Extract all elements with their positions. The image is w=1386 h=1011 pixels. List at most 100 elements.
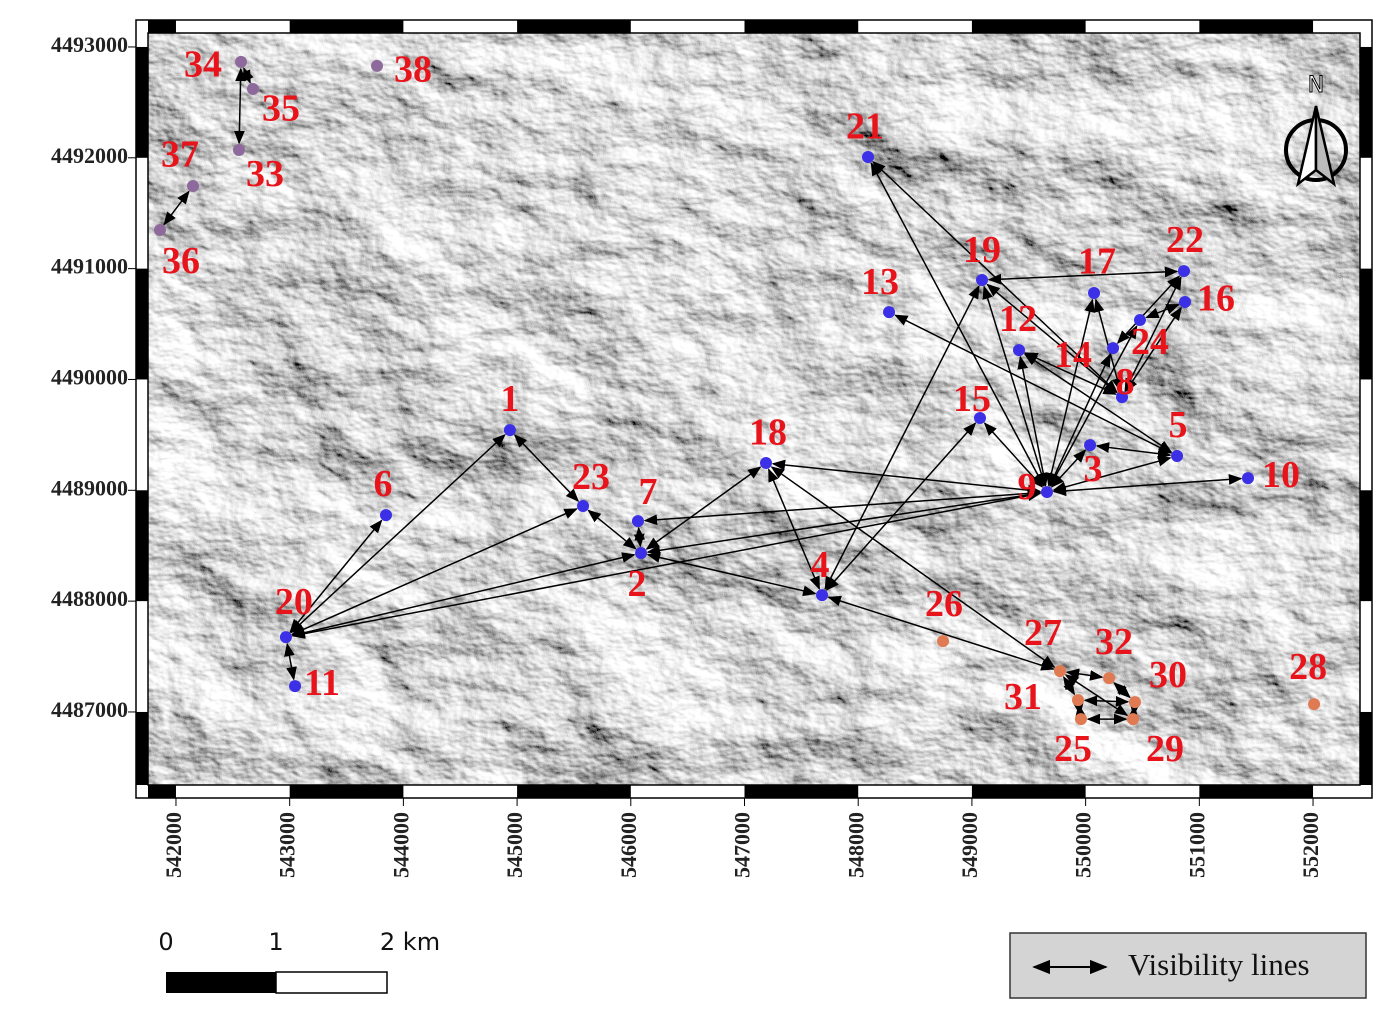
point-label: 11: [304, 662, 340, 704]
point-label: 20: [275, 581, 313, 623]
point-label: 22: [1166, 219, 1204, 261]
point-label: 23: [572, 456, 610, 498]
visibility-line: [633, 526, 646, 548]
visibility-line: [1125, 306, 1182, 393]
visibility-line: [1052, 474, 1243, 497]
point: [1084, 439, 1097, 452]
axis-labels: 542000 543000 544000 545000 546000 547000 5480…: [51, 32, 1323, 878]
point-label: 27: [1024, 612, 1062, 654]
frame-segment: [136, 46, 148, 158]
frame-segment: [517, 20, 631, 33]
point-label: 29: [1146, 728, 1184, 770]
point: [246, 82, 259, 95]
frame-segment: [1360, 490, 1372, 602]
point-label: 19: [963, 229, 1001, 271]
visibility-line: [987, 266, 1179, 285]
point: [1107, 342, 1120, 355]
scale-label: 2 km: [380, 928, 440, 956]
point: [883, 306, 896, 319]
point-label: 17: [1078, 241, 1116, 283]
map-border: [147, 32, 1361, 786]
north-arrow: N: [1284, 73, 1348, 188]
point: [631, 515, 644, 528]
x-tick-label: 546000: [616, 812, 641, 878]
north-right: [1314, 105, 1337, 188]
point-label: 18: [749, 412, 787, 454]
frame-segment: [136, 490, 148, 602]
point: [379, 509, 392, 522]
frame-segment: [517, 785, 631, 798]
point-label: 25: [1054, 728, 1092, 770]
point-label: 4: [811, 544, 830, 586]
frame-segment: [744, 785, 859, 798]
x-tick-label: 542000: [161, 812, 186, 878]
point: [816, 589, 829, 602]
frame-segment: [971, 20, 1086, 33]
point: [187, 179, 200, 192]
x-tick-label: 551000: [1184, 812, 1209, 878]
north-label: N: [1308, 73, 1324, 98]
scale-bar-black: [166, 972, 276, 993]
point-label: 5: [1169, 404, 1188, 446]
point: [861, 151, 874, 164]
point: [1241, 472, 1254, 485]
scale-bar-white: [275, 971, 388, 994]
scale-label: 0: [158, 928, 173, 956]
point: [973, 412, 986, 425]
point: [635, 547, 648, 560]
point-label: 37: [161, 134, 199, 176]
frame-segment: [1360, 268, 1372, 380]
point: [289, 680, 302, 693]
visibility-line: [827, 595, 1055, 671]
point: [1177, 265, 1190, 278]
visibility-line: [983, 422, 1044, 488]
point: [1103, 672, 1116, 685]
frame-segment: [1199, 20, 1314, 33]
visibility-line: [163, 190, 190, 226]
point: [1127, 713, 1140, 726]
point-label: 2: [628, 563, 647, 605]
frame-bars: [136, 20, 1372, 798]
point-label: 33: [246, 153, 284, 195]
point-label: 9: [1017, 466, 1036, 508]
point: [1012, 344, 1025, 357]
y-tick-label: 4492000: [51, 143, 128, 168]
point-label: 3: [1084, 448, 1103, 490]
visibility-line: [1064, 674, 1129, 717]
visibility-line: [587, 509, 637, 550]
frame-segment: [1199, 785, 1314, 798]
visibility-line: [1063, 675, 1076, 696]
visibility-line: [1083, 695, 1130, 707]
point-label: 10: [1262, 454, 1300, 496]
y-tick-label: 4487000: [51, 697, 128, 722]
frame-segment: [136, 711, 148, 785]
y-tick-label: 4491000: [51, 254, 128, 279]
frame-segment: [971, 785, 1086, 798]
visibility-line: [1065, 668, 1104, 681]
point-label: 15: [953, 378, 991, 420]
point-label: 7: [638, 471, 657, 513]
point-label: 14: [1054, 334, 1092, 376]
point: [937, 635, 950, 648]
x-tick-label: 548000: [843, 812, 868, 878]
point: [503, 424, 516, 437]
frame-segment: [148, 785, 176, 798]
point-label: 6: [373, 463, 392, 505]
point: [759, 457, 772, 470]
y-tick-label: 4489000: [51, 475, 128, 500]
point: [1128, 696, 1141, 709]
point-label: 21: [846, 106, 884, 148]
point: [235, 55, 248, 68]
point-label: 13: [861, 261, 899, 303]
x-tick-label: 543000: [275, 812, 300, 878]
point: [279, 631, 292, 644]
point-label: 8: [1116, 361, 1135, 403]
point: [976, 274, 989, 287]
y-tick-label: 4488000: [51, 586, 128, 611]
point: [1179, 295, 1192, 308]
point-label: 30: [1149, 654, 1187, 696]
visibility-line: [1113, 681, 1131, 699]
point: [1116, 391, 1129, 404]
frame-segment: [744, 20, 859, 33]
